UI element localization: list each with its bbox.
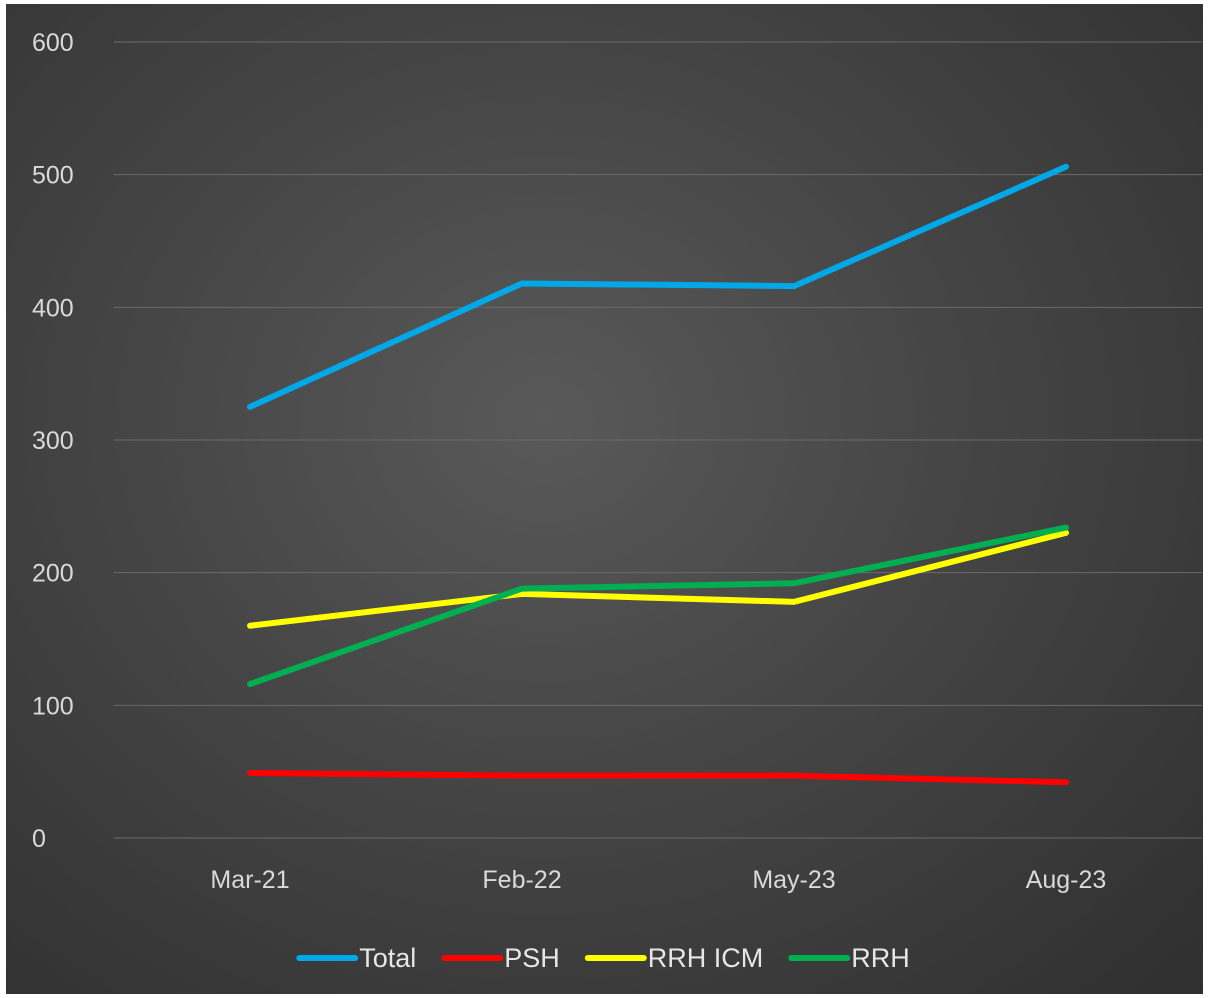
legend-label: PSH [504, 943, 560, 973]
legend-label: RRH ICM [648, 943, 764, 973]
y-tick-label: 200 [32, 560, 74, 588]
legend-item: Total [296, 943, 416, 973]
chart-area: 0 100 200 300 400 500 600 Mar-21 Feb-22 May-23 Au… [6, 4, 1203, 994]
x-tick-label: Feb-22 [482, 866, 561, 894]
legend-item: RRH [788, 943, 910, 973]
legend-item: PSH [441, 943, 560, 973]
x-axis-ticks: Mar-21 Feb-22 May-23 Aug-23 [210, 866, 1106, 894]
y-tick-label: 400 [32, 294, 74, 322]
y-tick-label: 300 [32, 427, 74, 455]
series-line-rrh [247, 524, 1069, 688]
x-tick-label: May-23 [752, 866, 835, 894]
legend-item: RRH ICM [584, 943, 764, 973]
legend-label: RRH [851, 943, 910, 973]
series-line-rrh-icm [247, 529, 1069, 629]
y-tick-label: 500 [32, 162, 74, 190]
x-tick-label: Aug-23 [1026, 866, 1107, 894]
series-line-psh [247, 769, 1069, 786]
legend: Total PSH RRH ICM RRH [296, 943, 910, 973]
series-lines [247, 163, 1069, 786]
y-tick-label: 600 [32, 29, 74, 57]
y-axis-ticks: 0 100 200 300 400 500 600 [32, 29, 74, 853]
line-chart: 0 100 200 300 400 500 600 Mar-21 Feb-22 May-23 Au… [32, 29, 1202, 973]
series-line-total [247, 163, 1069, 410]
x-tick-label: Mar-21 [210, 866, 289, 894]
legend-label: Total [359, 943, 416, 973]
y-tick-label: 0 [32, 825, 46, 853]
gridlines [114, 41, 1202, 839]
y-tick-label: 100 [32, 692, 74, 720]
